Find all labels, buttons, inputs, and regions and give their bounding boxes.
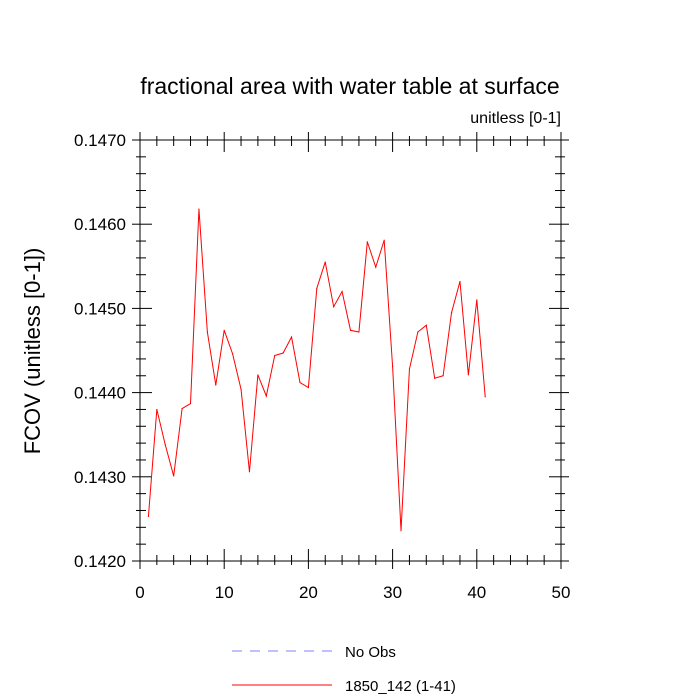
data-point: [232, 353, 234, 355]
data-point: [450, 312, 453, 314]
data-point: [467, 374, 469, 376]
data-point: [417, 331, 419, 333]
data-point: [173, 475, 175, 477]
chart-title: fractional area with water table at surf…: [140, 73, 559, 99]
data-point: [265, 395, 267, 397]
data-point: [215, 384, 217, 386]
data-point: [189, 402, 192, 405]
data-point: [333, 306, 335, 308]
y-tick-label: 0.1460: [74, 215, 126, 234]
tick-labels: 0 10 20 30 40 50 0.1420 0.1430 0.1440 0.1450 0.146…: [74, 131, 570, 602]
data-point: [223, 329, 225, 331]
axis-ticks: [132, 132, 569, 569]
data-point: [198, 208, 200, 210]
data-point: [240, 388, 242, 390]
x-tick-label: 20: [299, 583, 318, 602]
y-axis-label: FCOV (unitless [0-1]): [20, 248, 45, 455]
data-point: [299, 381, 301, 384]
data-point: [358, 331, 360, 333]
x-tick-label: 30: [383, 583, 402, 602]
data-point: [156, 408, 158, 411]
data-point: [425, 324, 427, 326]
data-point: [307, 386, 309, 389]
y-tick-label: 0.1420: [74, 552, 126, 571]
x-tick-label: 10: [215, 583, 234, 602]
legend-label: No Obs: [345, 644, 396, 661]
data-point: [206, 331, 208, 333]
data-point: [484, 396, 486, 398]
data-point: [349, 329, 352, 331]
y-tick-label: 0.1450: [74, 299, 126, 318]
x-tick-label: 40: [467, 583, 486, 602]
data-point: [442, 375, 444, 377]
data-point: [274, 354, 276, 357]
data-point: [459, 280, 461, 283]
data-point: [476, 299, 478, 301]
data-point: [248, 471, 251, 473]
data-point: [392, 365, 394, 368]
data-point: [290, 336, 293, 338]
data-point: [400, 530, 402, 532]
data-point: [341, 290, 343, 293]
data-point: [324, 261, 326, 263]
data-point: [408, 368, 411, 370]
data-point: [383, 239, 385, 241]
y-tick-label: 0.1470: [74, 131, 126, 150]
data-point: [316, 287, 318, 289]
data-point: [375, 266, 377, 268]
y-tick-label: 0.1440: [74, 384, 126, 403]
legend: No Obs 1850_142 (1-41): [232, 644, 456, 695]
data-point: [257, 374, 259, 376]
series-line: [147, 209, 486, 531]
data-point: [164, 444, 166, 446]
plot-frame: [139, 139, 562, 562]
series-group: [147, 208, 486, 532]
x-tick-label: 0: [135, 583, 144, 602]
data-point: [434, 377, 436, 379]
y-tick-label: 0.1430: [74, 468, 126, 487]
data-point: [282, 352, 284, 354]
data-point: [181, 407, 183, 410]
legend-label: 1850_142 (1-41): [345, 678, 456, 695]
x-tick-label: 50: [552, 583, 571, 602]
chart-subtitle: unitless [0-1]: [470, 110, 561, 127]
data-point: [147, 515, 150, 517]
data-point: [366, 241, 368, 243]
